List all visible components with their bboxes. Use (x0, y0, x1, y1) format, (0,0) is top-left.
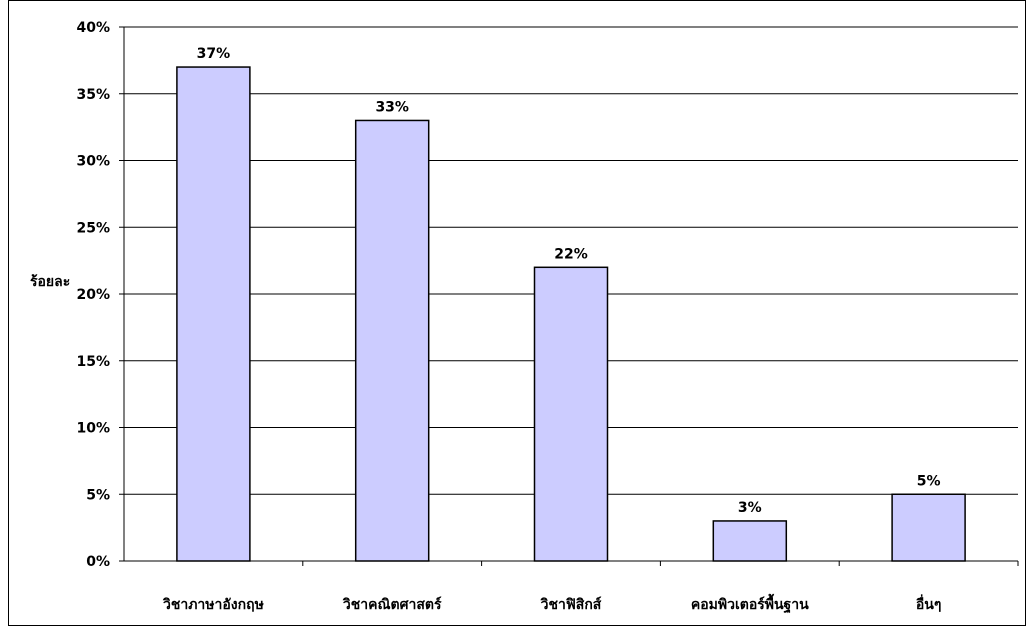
data-labels: 37% 33% 22% 3% 5% (197, 46, 941, 516)
y-tick-label: 0% (86, 554, 110, 570)
bar (354, 119, 430, 562)
gridlines (124, 26, 1018, 495)
data-label: 33% (375, 99, 409, 115)
data-label: 5% (917, 473, 941, 489)
x-tick-label: วิชาฟิสิกส์ (540, 596, 602, 613)
axes (119, 26, 1019, 566)
data-label: 3% (738, 500, 762, 516)
data-label: 22% (554, 246, 588, 262)
bar (533, 266, 609, 562)
y-tick-label: 5% (86, 487, 110, 503)
y-tick-label: 25% (76, 220, 110, 236)
bar (176, 66, 251, 562)
x-tick-label: วิชาคณิตศาสตร์ (342, 596, 442, 613)
x-tick-label: คอมพิวเตอร์พื้นฐาน (691, 593, 809, 614)
y-tick-label: 40% (76, 20, 110, 36)
y-axis-label: ร้อยละ (30, 274, 70, 290)
x-tick-label: อื่นๆ (916, 594, 942, 613)
y-tick-label: 20% (76, 287, 110, 303)
bar (891, 493, 966, 562)
bars (176, 66, 966, 562)
y-tick-label: 10% (76, 421, 110, 437)
data-label: 37% (197, 46, 231, 62)
x-tick-label: วิชาภาษาอังกฤษ (162, 597, 264, 613)
y-tick-labels: 0% 5% 10% 15% 20% 25% 30% 35% 40% (76, 20, 110, 570)
x-tick-labels: วิชาภาษาอังกฤษ วิชาคณิตศาสตร์ วิชาฟิสิกส์ ค… (162, 593, 942, 614)
bar (712, 520, 788, 562)
y-tick-label: 35% (76, 87, 110, 103)
y-tick-label: 15% (76, 354, 110, 370)
y-tick-label: 30% (76, 154, 110, 170)
